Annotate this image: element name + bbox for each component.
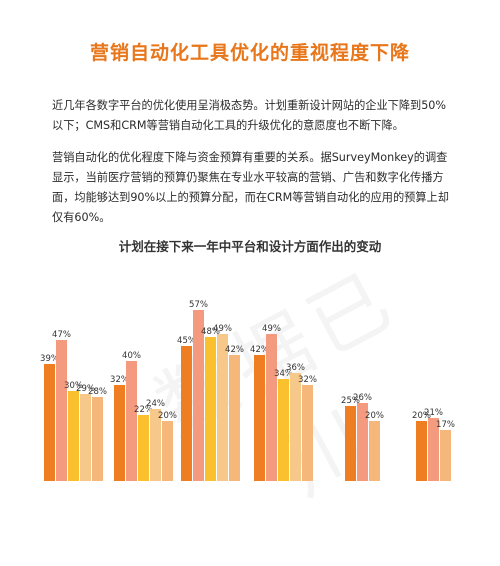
bar-g3-s2: [193, 310, 204, 481]
data-label-g4-s2: 49%: [262, 324, 281, 334]
bar-g6-s2: [428, 418, 439, 481]
data-label-g3-s4: 49%: [213, 324, 232, 334]
bar-g3-s5: [229, 355, 240, 481]
bar-g2-s3: [138, 415, 149, 481]
data-label-g1-s1: 39%: [40, 354, 59, 364]
bar-g5-s2: [357, 403, 368, 481]
bar-g3-s4: [217, 334, 228, 481]
data-label-g3-s5: 42%: [225, 345, 244, 355]
data-label-g3-s1: 45%: [177, 336, 196, 346]
data-label-g2-s1: 32%: [110, 375, 129, 385]
page-title: 营销自动化工具优化的重视程度下降: [89, 42, 410, 64]
data-label-g1-s5: 28%: [88, 387, 107, 397]
data-label-g5-s1: 25%: [341, 396, 360, 406]
bar-g4-s5: [302, 385, 313, 481]
data-label-g6-s1: 20%: [412, 411, 431, 421]
bar-g6-s5: [440, 430, 451, 481]
bar-g2-s5: [162, 421, 173, 481]
bar-g4-s2: [266, 334, 277, 481]
data-label-g4-s3: 34%: [274, 369, 293, 379]
bar-g1-s4: [80, 394, 91, 481]
data-label-g3-s3: 48%: [201, 327, 220, 337]
bar-g3-s1: [181, 346, 192, 481]
data-label-g6-s5: 17%: [436, 420, 455, 430]
bar-g2-s4: [150, 409, 161, 481]
bar-g1-s2: [56, 340, 67, 481]
bar-g4-s4: [290, 373, 301, 481]
data-label-g4-s5: 32%: [298, 375, 317, 385]
paragraph-2: 营销自动化的优化程度下降与资金预算有重要的关系。据SurveyMonkey的调查…: [52, 151, 449, 224]
bar-g1-s1: [44, 364, 55, 481]
data-label-g2-s4: 24%: [146, 399, 165, 409]
data-label-g1-s4: 29%: [76, 384, 95, 394]
data-label-g1-s2: 47%: [52, 330, 71, 340]
bar-chart: 39%47%30%29%28%32%40%22%24%20%45%57%48%4…: [40, 300, 455, 481]
data-label-g3-s2: 57%: [189, 300, 208, 310]
data-label-g6-s2: 21%: [424, 408, 443, 418]
data-label-g2-s2: 40%: [122, 351, 141, 361]
data-label-g4-s1: 42%: [250, 345, 269, 355]
data-label-g1-s3: 30%: [64, 381, 83, 391]
data-label-g4-s4: 36%: [286, 363, 305, 373]
data-label-g5-s2: 26%: [353, 393, 372, 403]
bar-g4-s3: [278, 379, 289, 481]
data-label-g2-s5: 20%: [158, 411, 177, 421]
bar-g6-s1: [416, 421, 427, 481]
bar-g3-s3: [205, 337, 216, 481]
data-label-g2-s3: 22%: [134, 405, 153, 415]
bar-g1-s5: [92, 397, 103, 481]
bar-g1-s3: [68, 391, 79, 481]
bar-g2-s1: [114, 385, 125, 481]
bar-g4-s1: [254, 355, 265, 481]
data-label-g5-s5: 20%: [365, 411, 384, 421]
paragraph-1: 近几年各数字平台的优化使用呈消极态势。计划重新设计网站的企业下降到50%以下；C…: [52, 99, 447, 132]
chart-title: 计划在接下来一年中平台和设计方面作出的变动: [118, 239, 382, 254]
bar-g5-s1: [345, 406, 356, 481]
bar-g5-s5: [369, 421, 380, 481]
bar-g2-s2: [126, 361, 137, 481]
